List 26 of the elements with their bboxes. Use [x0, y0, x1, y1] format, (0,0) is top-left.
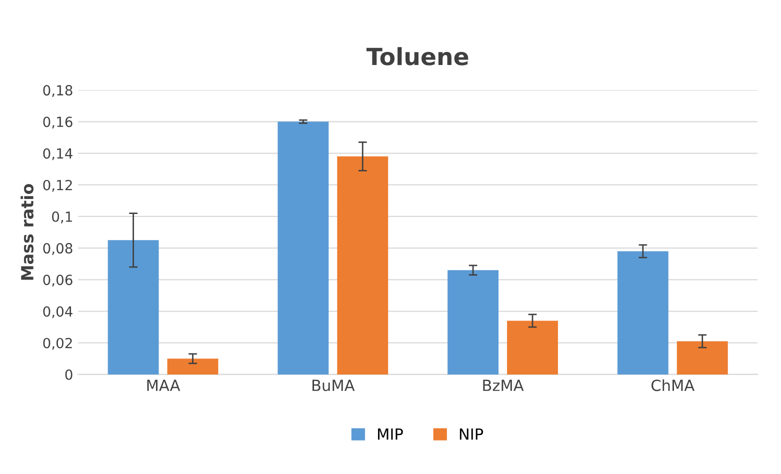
y-tick-label: 0,14: [43, 148, 72, 160]
y-axis-title: Mass ratio: [20, 184, 34, 280]
bar: [676, 341, 728, 374]
y-tick-label: 0,12: [43, 180, 72, 192]
y-tick-label: 0: [65, 369, 72, 380]
bar: [108, 240, 159, 374]
legend-label: NIP: [460, 428, 484, 440]
y-tick-label: 0,06: [43, 274, 72, 287]
bar: [167, 358, 218, 374]
bar: [337, 156, 388, 374]
chart-title: Toluene: [366, 47, 468, 66]
legend-label: MIP: [378, 428, 403, 440]
x-tick-label: BuMA: [312, 380, 355, 392]
y-tick-label: 0,04: [43, 306, 72, 318]
bar: [617, 251, 668, 374]
y-tick-label: 0,16: [43, 116, 72, 129]
y-tick-label: 0,08: [43, 243, 72, 255]
y-tick-label: 0,18: [43, 85, 72, 97]
bar: [507, 320, 558, 374]
x-tick-label: BzMA: [483, 380, 524, 391]
x-tick-label: MAA: [147, 380, 180, 391]
bar: [448, 270, 499, 374]
y-tick-label: 0,1: [52, 211, 72, 224]
x-tick-label: ChMA: [652, 379, 694, 392]
bar: [278, 122, 329, 374]
y-tick-label: 0,02: [43, 338, 72, 350]
